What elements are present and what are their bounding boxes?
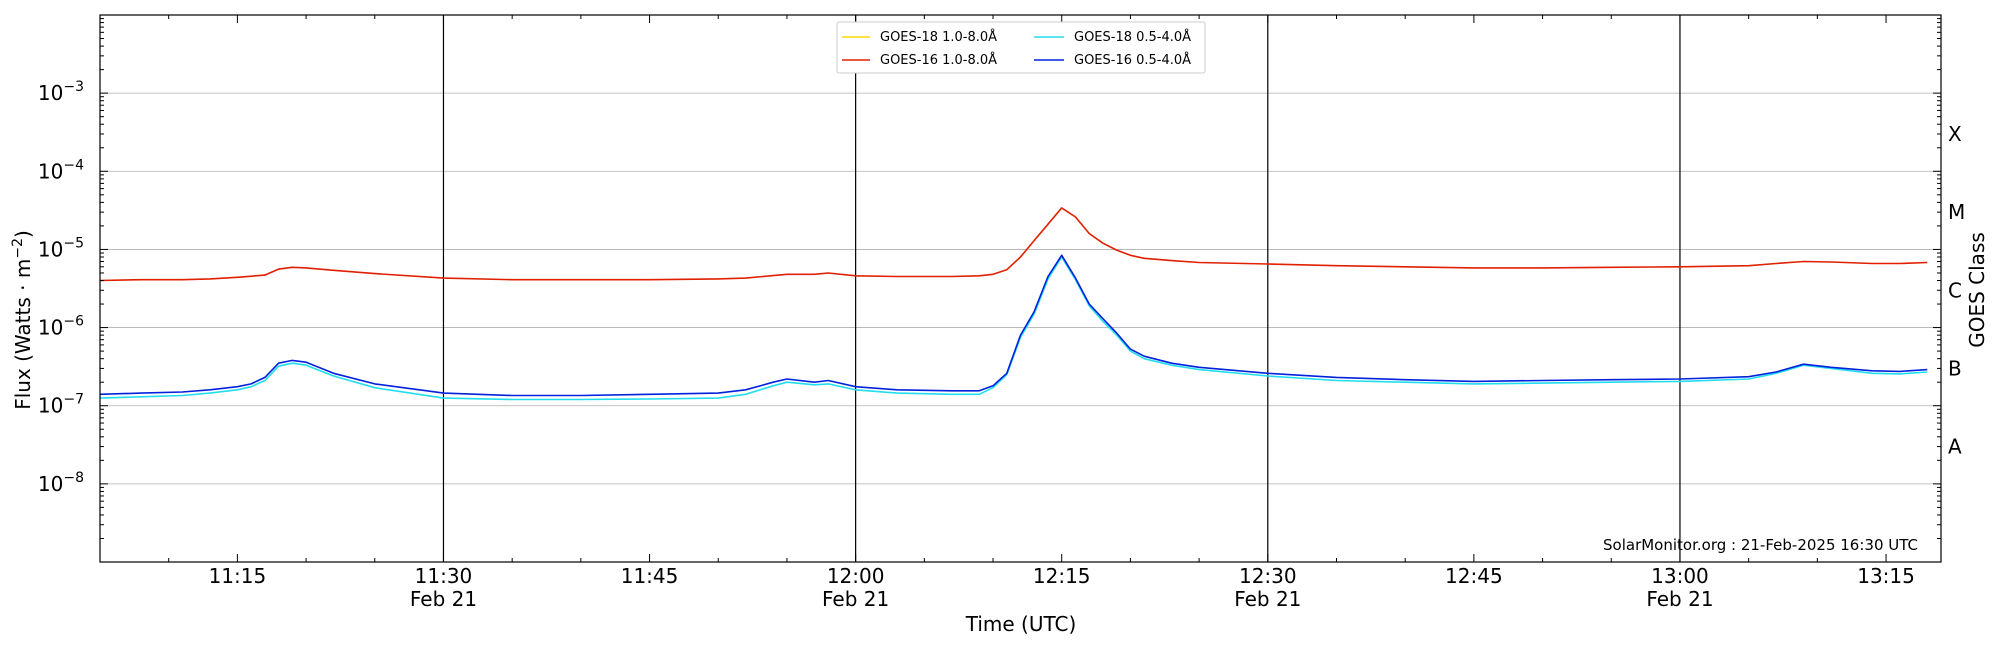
y-tick-label-exponent: −5 bbox=[63, 235, 84, 251]
y-tick-label-4: 10−4 bbox=[38, 157, 84, 183]
legend-label-goes16-short: GOES-16 0.5-4.0Å bbox=[1074, 52, 1191, 68]
y-axis-title: Flux (Watts · m−2) bbox=[10, 230, 35, 410]
x-tick-label-8: 13:15 bbox=[1857, 564, 1915, 588]
x-tick-label-6: 12:45 bbox=[1445, 564, 1503, 588]
y-tick-label-exponent: −8 bbox=[63, 470, 84, 486]
y-tick-label-base: 10 bbox=[38, 472, 63, 496]
x-tick-label-5: 12:30 bbox=[1239, 564, 1297, 588]
y-tick-label-base: 10 bbox=[38, 159, 63, 183]
y-tick-label-base: 10 bbox=[38, 81, 63, 105]
y-tick-label-exponent: −3 bbox=[63, 79, 84, 95]
x-tick-date-3: Feb 21 bbox=[822, 587, 889, 611]
credit-label: SolarMonitor.org : 21-Feb-2025 16:30 UTC bbox=[1603, 536, 1918, 554]
y-tick-label-base: 10 bbox=[38, 237, 63, 261]
y-axis-title-main: Flux (Watts · m bbox=[11, 259, 35, 410]
x-tick-label-2: 11:45 bbox=[621, 564, 679, 588]
goes-class-label-m: M bbox=[1948, 200, 1965, 224]
legend: GOES-18 1.0-8.0Å GOES-16 1.0-8.0Å GOES-1… bbox=[836, 21, 1206, 74]
x-tick-label-0: 11:15 bbox=[209, 564, 267, 588]
y-tick-label-exponent: −7 bbox=[63, 392, 84, 408]
x-tick-label-4: 12:15 bbox=[1033, 564, 1091, 588]
y-tick-label-base: 10 bbox=[38, 316, 63, 340]
x-tick-date-5: Feb 21 bbox=[1234, 587, 1301, 611]
goes-class-label-b: B bbox=[1948, 356, 1962, 380]
x-tick-date-7: Feb 21 bbox=[1646, 587, 1713, 611]
goes-class-label-a: A bbox=[1948, 435, 1962, 459]
goes-class-label-c: C bbox=[1948, 278, 1962, 302]
goes-class-axis-title: GOES Class bbox=[1965, 232, 1989, 348]
legend-label-goes18-short: GOES-18 0.5-4.0Å bbox=[1074, 29, 1191, 45]
y-tick-label-3: 10−5 bbox=[38, 235, 84, 261]
series-line-2 bbox=[99, 256, 1928, 401]
legend-label-goes16-long: GOES-16 1.0-8.0Å bbox=[880, 52, 997, 68]
x-tick-label-3: 12:00 bbox=[827, 564, 885, 588]
goes-class-label-x: X bbox=[1948, 122, 1962, 146]
grid-layer bbox=[100, 15, 1941, 562]
x-tick-label-7: 13:00 bbox=[1651, 564, 1709, 588]
y-axis-title-close: ) bbox=[11, 230, 35, 238]
series-line-3 bbox=[99, 254, 1928, 397]
series-layer bbox=[99, 207, 1928, 401]
x-tick-date-1: Feb 21 bbox=[410, 587, 477, 611]
x-tick-label-1: 11:30 bbox=[415, 564, 473, 588]
series-line-1 bbox=[99, 207, 1928, 282]
plot-frame bbox=[99, 14, 1942, 563]
legend-label-goes18-long: GOES-18 1.0-8.0Å bbox=[880, 29, 997, 45]
y-tick-label-2: 10−6 bbox=[38, 314, 84, 340]
x-axis-title: Time (UTC) bbox=[965, 612, 1077, 636]
y-tick-label-5: 10−3 bbox=[38, 79, 84, 105]
legend-frame bbox=[836, 21, 1206, 74]
axes-layer bbox=[99, 14, 1942, 563]
y-tick-label-1: 10−7 bbox=[38, 392, 84, 418]
y-tick-label-0: 10−8 bbox=[38, 470, 84, 496]
y-axis-title-exponent: −2 bbox=[10, 238, 26, 259]
y-tick-label-base: 10 bbox=[38, 394, 63, 418]
y-tick-label-exponent: −6 bbox=[63, 314, 84, 330]
y-tick-label-exponent: −4 bbox=[63, 157, 84, 173]
